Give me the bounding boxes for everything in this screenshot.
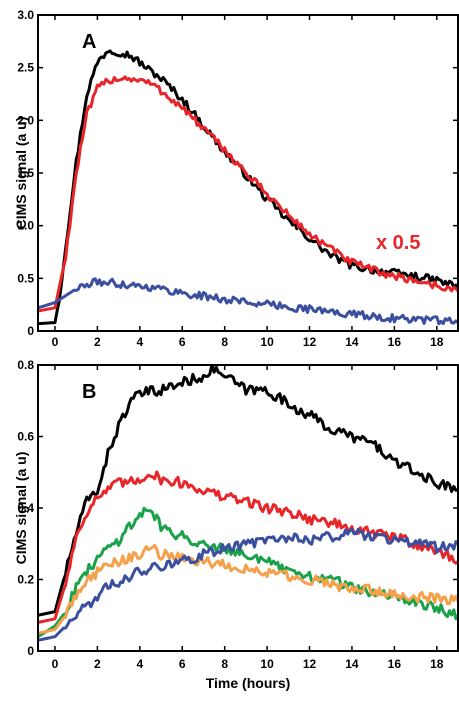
x-tick-label: 8 [221,657,228,671]
y-axis-label: CIMS signal (a u) [13,452,29,565]
plot-frame [37,364,459,652]
series-group [38,49,458,326]
x-tick-label: 6 [179,335,186,349]
y-tick-label: 0.6 [17,430,34,444]
y-tick-label: 0.4 [17,501,34,515]
x-tick-label: 8 [221,335,228,349]
panel-a: 0 2 4 6 8 10 12 14 16 18 0 0.5 1.0 1.5 2.0 2.5 3.0 CIMS s… [13,8,459,349]
scale-annotation: x 0.5 [376,232,420,254]
x-tick-label: 12 [303,335,317,349]
x-tick-label: 16 [388,335,402,349]
x-tick-label: 4 [136,335,143,349]
y-tick-label: 0.5 [17,271,34,285]
y-tick-label: 1.5 [17,166,34,180]
x-tick-label: 18 [430,657,444,671]
y-axis-label: CIMS signal (a u) [13,117,29,230]
x-tick-label: 10 [260,335,274,349]
x-tick-label: 18 [430,335,444,349]
x-axis-label: Time (hours) [206,675,291,691]
series-line [38,365,458,617]
y-tick-label: 2.0 [17,113,34,127]
series-line [38,506,458,639]
panel-label: B [82,381,96,403]
series-line [38,527,458,642]
x-tick-label: 2 [94,335,101,349]
series-group [38,365,458,642]
x-tick-label: 12 [303,657,317,671]
x-tick-label: 4 [136,657,143,671]
panel-b: 0 2 4 6 8 10 12 14 16 18 0 0.2 0.4 0.6 0.8 CIMS signal … [13,358,459,691]
panel-label: A [82,31,96,53]
y-tick-label: 0 [27,644,34,658]
x-tick-label: 0 [52,335,59,349]
y-tick-label: 3.0 [17,8,34,22]
x-tick-label: 2 [94,657,101,671]
series-line [38,75,458,313]
x-tick-label: 0 [52,657,59,671]
y-tick-label: 2.5 [17,61,34,75]
series-line [38,543,458,635]
x-tick-label: 6 [179,657,186,671]
x-tick-label: 14 [345,335,359,349]
x-tick-label: 16 [388,657,402,671]
series-line [38,277,458,326]
y-tick-label: 1.0 [17,219,34,233]
y-tick-label: 0 [27,324,34,338]
x-tick-label: 14 [345,657,359,671]
series-line [38,470,458,624]
y-tick-label: 0.8 [17,358,34,372]
y-tick-label: 0.2 [17,573,34,587]
x-tick-label: 10 [260,657,274,671]
